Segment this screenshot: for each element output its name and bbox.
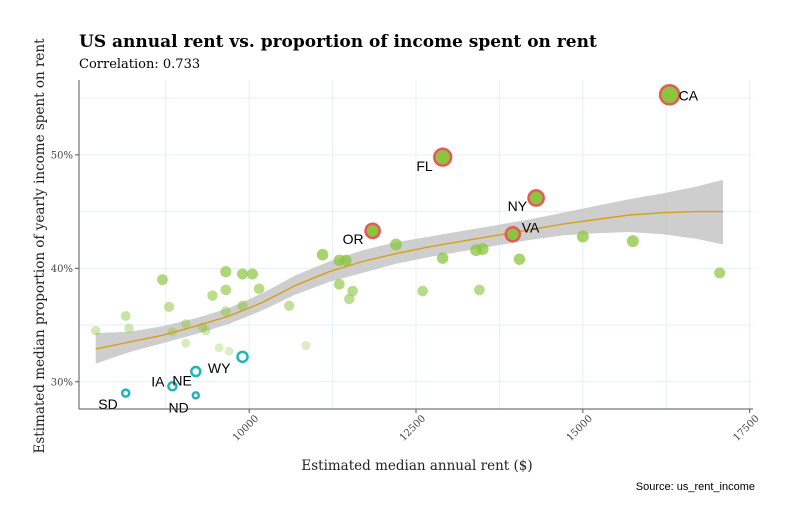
data-points xyxy=(90,230,726,356)
point-label-sd: SD xyxy=(98,396,117,412)
point-label-ca: CA xyxy=(679,88,699,104)
confidence-band-area xyxy=(95,179,723,364)
x-tick-label: 12500 xyxy=(398,413,428,443)
highlight-point-va xyxy=(504,226,522,243)
data-point xyxy=(253,283,265,295)
chart-title: US annual rent vs. proportion of income … xyxy=(79,32,597,52)
x-tick-label: 17500 xyxy=(732,413,762,443)
data-point xyxy=(284,300,295,311)
smooth-trend xyxy=(95,210,723,350)
grid xyxy=(79,80,753,409)
data-point xyxy=(207,290,218,301)
point-label-nd: ND xyxy=(169,399,189,415)
data-point xyxy=(157,274,168,286)
highlight-point-ca xyxy=(658,83,681,106)
data-point xyxy=(247,268,259,280)
point-label-wy: WY xyxy=(208,360,231,376)
data-point xyxy=(224,346,234,356)
point-label-or: OR xyxy=(343,231,364,247)
data-point xyxy=(301,340,311,350)
highlight-point-ny xyxy=(527,189,545,207)
data-point xyxy=(214,343,224,353)
low-point-ia xyxy=(167,381,178,392)
point-label-va: VA xyxy=(522,219,540,235)
data-point xyxy=(333,278,345,290)
low-point-sd xyxy=(120,388,131,398)
point-label-fl: FL xyxy=(416,158,433,174)
y-tick-label: 50% xyxy=(51,150,73,161)
x-axis-title: Estimated median annual rent ($) xyxy=(301,458,532,474)
data-point xyxy=(220,306,231,317)
y-axis-title: Estimated median proportion of yearly in… xyxy=(32,38,48,454)
data-point xyxy=(714,267,726,279)
highlight-point-or xyxy=(364,222,381,240)
point-label-ia: IA xyxy=(151,373,165,389)
data-point xyxy=(476,243,489,255)
data-point xyxy=(220,284,232,296)
data-point xyxy=(474,284,485,296)
low-point-nd xyxy=(191,391,201,400)
chart-subtitle: Correlation: 0.733 xyxy=(79,57,200,72)
data-point xyxy=(344,293,355,305)
data-point xyxy=(576,230,589,243)
y-tick-label: 40% xyxy=(51,264,73,275)
data-point xyxy=(181,338,191,348)
data-point xyxy=(120,311,131,321)
source-caption: Source: us_rent_income xyxy=(636,481,755,493)
point-labels: CA FL NY OR VA WY NE IA SD ND xyxy=(98,88,698,416)
x-tick-label: 10000 xyxy=(231,413,261,443)
data-point xyxy=(513,253,526,265)
data-point xyxy=(436,252,449,264)
data-point xyxy=(347,285,358,297)
point-label-ny: NY xyxy=(508,198,528,214)
data-point xyxy=(180,319,191,329)
low-point-ne xyxy=(190,365,202,378)
highlighted-points xyxy=(120,83,681,400)
data-point xyxy=(201,326,211,336)
data-point xyxy=(316,248,329,261)
highlight-point-fl xyxy=(433,147,453,167)
data-point xyxy=(236,268,248,280)
data-point xyxy=(163,301,175,312)
data-point xyxy=(626,235,639,248)
low-point-wy xyxy=(236,350,249,364)
confidence-band xyxy=(95,179,723,364)
data-point xyxy=(220,266,232,278)
data-point xyxy=(340,254,352,267)
y-tick-label: 30% xyxy=(51,377,73,388)
data-point xyxy=(390,238,402,251)
smooth-line xyxy=(95,210,723,350)
point-label-ne: NE xyxy=(172,373,191,389)
data-point xyxy=(237,300,248,311)
data-point xyxy=(124,323,134,334)
x-tick-label: 15000 xyxy=(565,413,595,443)
data-point xyxy=(90,326,101,336)
data-point xyxy=(417,285,428,297)
